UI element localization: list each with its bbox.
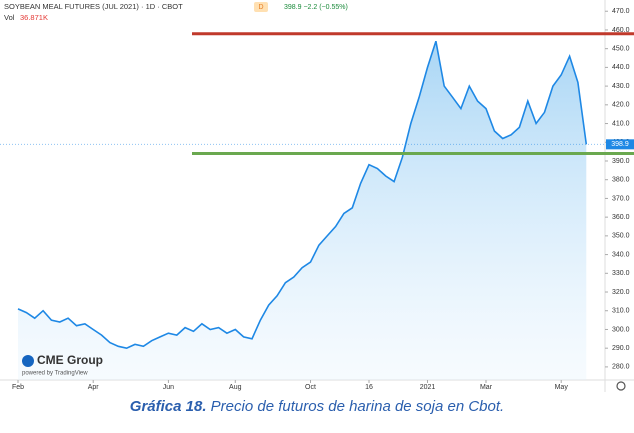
settings-icon[interactable] bbox=[616, 381, 626, 391]
logo: CME Group bbox=[37, 353, 103, 367]
y-tick-label: 440.0 bbox=[612, 64, 630, 71]
interval-badge: D bbox=[258, 4, 263, 11]
y-tick-label: 470.0 bbox=[612, 8, 630, 15]
x-tick-label: Aug bbox=[229, 384, 242, 391]
caption-label: Gráfica 18. bbox=[129, 398, 207, 415]
settings-gear[interactable] bbox=[616, 381, 626, 391]
x-tick-label: May bbox=[555, 384, 569, 391]
y-tick-label: 460.0 bbox=[612, 27, 630, 34]
volume-label: Vol bbox=[4, 13, 15, 22]
y-tick-label: 380.0 bbox=[612, 177, 630, 184]
y-tick-label: 280.0 bbox=[612, 364, 630, 371]
price-line bbox=[17, 40, 588, 350]
logo-sub: powered by TradingView bbox=[22, 371, 88, 377]
y-tick-label: 420.0 bbox=[612, 102, 630, 109]
area bbox=[18, 41, 587, 380]
y-tick-label: 350.0 bbox=[612, 233, 630, 240]
x-tick-label: 2021 bbox=[420, 384, 436, 391]
quote: 398.9 −2.2 (−0.55%) bbox=[284, 4, 348, 11]
x-tick-label: 16 bbox=[365, 384, 373, 391]
y-tick-label: 360.0 bbox=[612, 214, 630, 221]
y-tick-label: 320.0 bbox=[612, 289, 630, 296]
x-tick-label: Oct bbox=[305, 384, 316, 391]
x-tick-label: Feb bbox=[12, 384, 24, 391]
y-tick-label: 300.0 bbox=[612, 326, 630, 333]
y-tick-label: 390.0 bbox=[612, 158, 630, 165]
y-tick-label: 330.0 bbox=[612, 270, 630, 277]
x-tick-label: Mar bbox=[480, 384, 493, 391]
y-tick-label: 340.0 bbox=[612, 251, 630, 258]
caption: Gráfica 18. Precio de futuros de harina … bbox=[0, 398, 634, 415]
x-tick-label: Jun bbox=[163, 384, 174, 391]
price-tag-label: 398.9 bbox=[611, 141, 629, 148]
x-tick-label: Apr bbox=[88, 384, 100, 391]
price-tag bbox=[606, 139, 634, 150]
badge bbox=[254, 2, 268, 12]
y-tick-label: 430.0 bbox=[612, 83, 630, 90]
y-tick-label: 450.0 bbox=[612, 46, 630, 53]
y-tick-label: 370.0 bbox=[612, 195, 630, 202]
caption-text: Precio de futuros de harina de soja en C… bbox=[210, 398, 505, 415]
y-tick-label: 310.0 bbox=[612, 308, 630, 315]
logo-icon bbox=[22, 355, 34, 367]
y-tick-label: 410.0 bbox=[612, 120, 630, 127]
chart: SOYBEAN MEAL FUTURES (JUL 2021) · 1D · C… bbox=[0, 0, 634, 392]
volume-value: 36.871K bbox=[20, 13, 48, 22]
y-tick-label: 290.0 bbox=[612, 345, 630, 352]
chart-title: SOYBEAN MEAL FUTURES (JUL 2021) · 1D · C… bbox=[4, 2, 183, 11]
